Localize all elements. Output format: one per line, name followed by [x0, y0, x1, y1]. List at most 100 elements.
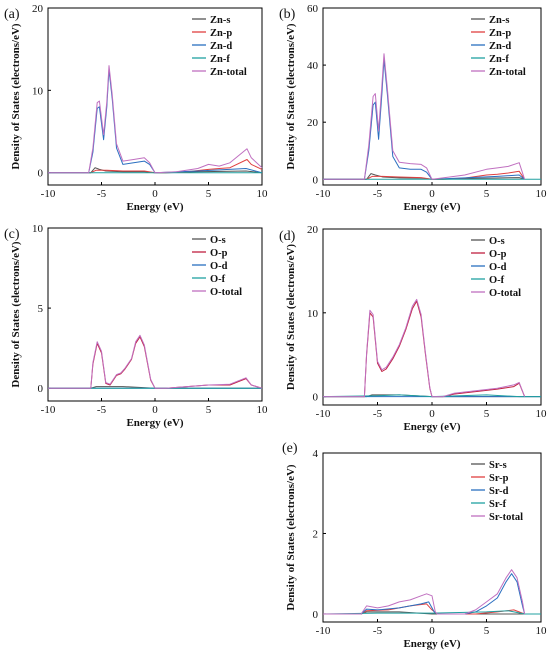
y-tick-label: 40: [307, 60, 319, 72]
y-tick-label: 0: [313, 609, 319, 621]
y-axis-title: Density of States (electrons/eV): [10, 241, 22, 387]
x-tick-label: -10: [41, 404, 56, 416]
series-line-o-p: [323, 300, 526, 398]
x-tick-label: 10: [536, 408, 548, 420]
y-tick-label: 60: [307, 3, 319, 15]
y-tick-label: 2: [313, 528, 319, 540]
y-tick-label: 10: [32, 85, 44, 97]
chart-panel: (c) -10 -5 0 5 10 0 5 10 Energy (eV) Density of St…: [4, 223, 268, 429]
y-tick-label: 0: [38, 168, 44, 180]
x-tick-label: 5: [206, 188, 212, 200]
legend-entry: Zn-f: [489, 54, 509, 65]
legend-entry: Zn-d: [210, 41, 232, 52]
y-axis-title: Density of States (electrons/eV): [285, 23, 297, 169]
legend-entry: Zn-s: [489, 15, 509, 26]
series-line-sr-d: [323, 573, 526, 615]
x-tick-label: -10: [316, 188, 331, 200]
series-line-zn-d: [323, 58, 525, 180]
legend-entry: Zn-p: [210, 28, 232, 39]
legend-entry: Sr-d: [489, 486, 509, 497]
legend-entry: Zn-s: [210, 15, 230, 26]
legend-entry: Sr-f: [489, 499, 507, 510]
series-line-zn-s: [323, 173, 525, 180]
legend-entry: Zn-p: [489, 28, 511, 39]
y-tick-label: 10: [32, 223, 44, 235]
x-tick-label: 5: [484, 188, 490, 200]
x-tick-label: 10: [257, 188, 269, 200]
legend-entry: Zn-total: [210, 67, 247, 78]
y-tick-label: 0: [38, 383, 44, 395]
chart-panel: (a) -10 -5 0 5 10 0 10 20 Energy (eV) Density of S…: [4, 3, 268, 213]
legend-entry: Zn-d: [489, 41, 511, 52]
x-tick-label: 5: [484, 408, 490, 420]
panel-label: (b): [279, 7, 296, 22]
legend-entry: O-p: [210, 248, 228, 259]
x-axis-title: Energy (eV): [403, 638, 460, 650]
legend-entry: Zn-f: [210, 54, 230, 65]
legend-entry: O-d: [210, 261, 228, 272]
legend-entry: Zn-total: [489, 67, 526, 78]
x-tick-label: 10: [536, 625, 548, 637]
legend-entry: Sr-p: [489, 473, 509, 484]
x-axis-title: Energy (eV): [126, 201, 183, 213]
x-axis-title: Energy (eV): [403, 421, 460, 433]
chart-panel: (d) -10 -5 0 5 10 0 10 20 Energy (eV) Density of S…: [279, 224, 547, 433]
y-tick-label: 4: [313, 448, 319, 460]
series-line-o-p: [48, 336, 263, 389]
y-tick-label: 0: [313, 174, 319, 186]
x-axis-title: Energy (eV): [403, 201, 460, 213]
y-tick-label: 20: [32, 3, 44, 15]
x-tick-label: -5: [373, 408, 383, 420]
x-tick-label: 0: [152, 188, 158, 200]
legend-entry: O-p: [489, 249, 507, 260]
y-tick-label: 20: [307, 224, 319, 236]
legend-entry: O-s: [210, 235, 226, 246]
panel-label: (a): [4, 7, 20, 22]
x-axis-title: Energy (eV): [126, 417, 183, 429]
legend-entry: O-f: [489, 275, 505, 286]
legend-entry: Sr-s: [489, 460, 507, 471]
x-tick-label: 10: [257, 404, 269, 416]
y-tick-label: 0: [313, 392, 319, 404]
legend-entry: O-f: [210, 274, 226, 285]
x-tick-label: -10: [41, 188, 56, 200]
x-tick-label: -10: [316, 625, 331, 637]
x-tick-label: -5: [97, 404, 107, 416]
chart-panel: (b) -10 -5 0 5 10 0 20 40 60 Energy (eV) Density of…: [279, 3, 547, 213]
series-line-sr-p: [323, 603, 525, 615]
legend-entry: Sr-total: [489, 512, 523, 523]
x-tick-label: -10: [316, 408, 331, 420]
chart-panel: (e) -10 -5 0 5 10 0 2 4 Energy (eV) Density of Sta…: [282, 441, 547, 650]
panel-label: (d): [279, 229, 296, 244]
series-line-zn-total: [48, 65, 263, 174]
plot-frame: [322, 228, 542, 406]
x-tick-label: -5: [97, 188, 107, 200]
legend-entry: O-d: [489, 262, 507, 273]
x-tick-label: -5: [373, 625, 383, 637]
series-line-sr-total: [323, 569, 526, 615]
x-tick-label: 10: [536, 188, 548, 200]
y-tick-label: 5: [38, 303, 44, 315]
series-line-zn-d: [48, 69, 263, 174]
series-line-zn-p: [48, 159, 263, 174]
x-tick-label: 0: [152, 404, 158, 416]
series-line-zn-total: [323, 53, 526, 180]
x-tick-label: 0: [429, 188, 435, 200]
series-line-o-total: [323, 298, 526, 398]
panel-label: (c): [4, 227, 20, 242]
x-tick-label: 5: [484, 625, 490, 637]
x-tick-label: -5: [373, 188, 383, 200]
y-tick-label: 20: [307, 117, 319, 129]
y-axis-title: Density of States (electrons/eV): [285, 244, 297, 390]
series-line-o-total: [48, 334, 263, 389]
y-axis-title: Density of States (electrons/eV): [285, 464, 297, 610]
y-axis-title: Density of States (electrons/eV): [10, 23, 22, 169]
series-line-zn-s: [48, 167, 263, 174]
plot-frame: [47, 227, 263, 402]
x-tick-label: 5: [206, 404, 212, 416]
x-tick-label: 0: [429, 625, 435, 637]
x-tick-label: 0: [429, 408, 435, 420]
panel-label: (e): [282, 441, 298, 456]
y-tick-label: 10: [307, 308, 319, 320]
